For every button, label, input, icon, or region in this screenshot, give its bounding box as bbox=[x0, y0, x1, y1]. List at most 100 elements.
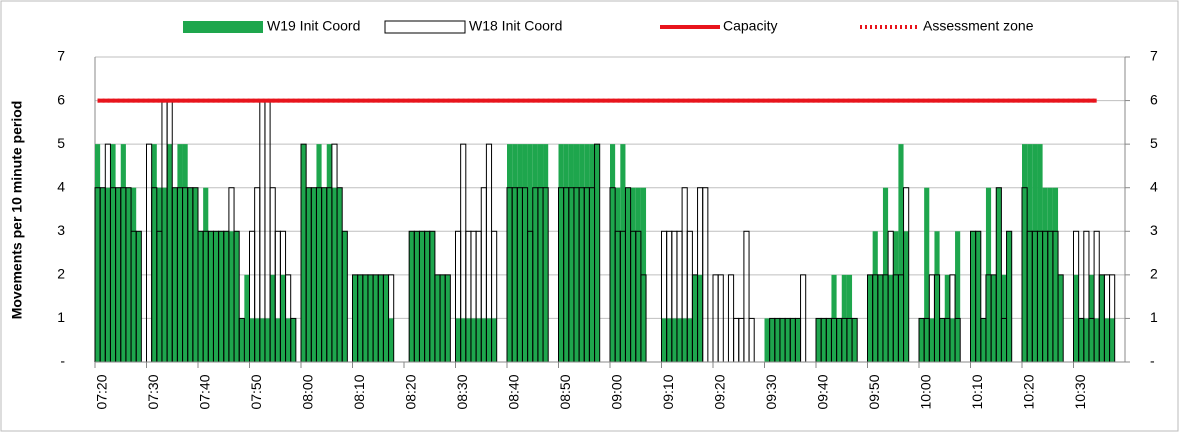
bar bbox=[419, 231, 425, 362]
bar bbox=[1094, 318, 1100, 362]
bar bbox=[280, 274, 286, 362]
bar bbox=[682, 318, 688, 362]
bar bbox=[367, 274, 374, 362]
x-tick-label: 08:30 bbox=[454, 374, 470, 409]
bar bbox=[934, 231, 940, 362]
bar bbox=[620, 144, 626, 362]
bar bbox=[867, 274, 873, 362]
bar bbox=[1006, 231, 1012, 362]
y-tick-label: 4 bbox=[57, 178, 65, 194]
bar bbox=[537, 144, 544, 362]
bar bbox=[177, 144, 183, 362]
bar bbox=[692, 274, 698, 362]
bar bbox=[264, 318, 271, 362]
x-tick-label: 09:50 bbox=[866, 374, 882, 409]
bar bbox=[1052, 187, 1059, 362]
bar bbox=[1104, 318, 1110, 362]
bar bbox=[290, 318, 296, 362]
bar bbox=[779, 318, 786, 362]
bar bbox=[213, 231, 219, 362]
bar bbox=[414, 231, 420, 362]
bar bbox=[460, 318, 466, 362]
bar bbox=[208, 231, 214, 362]
bar bbox=[337, 187, 343, 362]
bar bbox=[919, 318, 925, 362]
bar bbox=[625, 187, 631, 362]
bar bbox=[357, 274, 363, 362]
bar bbox=[321, 187, 327, 362]
bar bbox=[764, 318, 770, 362]
bar bbox=[311, 187, 317, 362]
legend-label: W18 Init Coord bbox=[469, 18, 562, 34]
bar bbox=[1022, 144, 1028, 362]
bar bbox=[517, 144, 523, 362]
bar bbox=[362, 274, 368, 362]
bar bbox=[434, 274, 441, 362]
bar bbox=[445, 274, 451, 362]
bar bbox=[331, 187, 338, 362]
x-tick-label: 10:30 bbox=[1072, 374, 1088, 409]
bar bbox=[594, 144, 600, 362]
legend-swatch bbox=[384, 20, 466, 34]
bar bbox=[203, 187, 209, 362]
bar bbox=[630, 187, 636, 362]
bar bbox=[455, 318, 461, 362]
bar bbox=[1032, 144, 1038, 362]
bar bbox=[125, 187, 132, 362]
bar bbox=[234, 231, 240, 362]
bar bbox=[970, 231, 976, 362]
bar bbox=[924, 187, 930, 362]
bar bbox=[527, 144, 533, 362]
y-tick-label: 5 bbox=[57, 135, 65, 151]
bar bbox=[980, 318, 986, 362]
y2-tick-label: - bbox=[1150, 353, 1155, 369]
y2-tick-label: 4 bbox=[1150, 178, 1158, 194]
bar bbox=[522, 144, 528, 362]
y2-tick-label: 7 bbox=[1150, 48, 1158, 64]
x-tick-label: 08:20 bbox=[403, 374, 419, 409]
bar bbox=[1078, 318, 1084, 362]
bar bbox=[1037, 144, 1043, 362]
bar bbox=[579, 144, 585, 362]
bar bbox=[161, 187, 168, 362]
bar bbox=[573, 144, 580, 362]
bar bbox=[239, 318, 245, 362]
bar bbox=[301, 144, 307, 362]
bar bbox=[785, 318, 791, 362]
bar bbox=[388, 318, 394, 362]
bar bbox=[182, 144, 188, 362]
bar bbox=[687, 318, 693, 362]
bar bbox=[316, 144, 322, 362]
bar bbox=[898, 144, 904, 362]
bar bbox=[877, 274, 883, 362]
bar bbox=[373, 274, 379, 362]
bar bbox=[610, 144, 616, 362]
y-tick-label: 2 bbox=[57, 266, 65, 282]
bar bbox=[486, 318, 492, 362]
x-tick-label: 07:30 bbox=[145, 374, 161, 409]
bar bbox=[254, 318, 260, 362]
bar bbox=[584, 144, 590, 362]
y-tick-label: 3 bbox=[57, 222, 65, 238]
bar bbox=[512, 144, 518, 362]
bar bbox=[1058, 274, 1064, 362]
bar bbox=[352, 274, 358, 362]
bar bbox=[888, 274, 894, 362]
bar bbox=[568, 144, 574, 362]
bar bbox=[440, 274, 446, 362]
bar bbox=[790, 318, 796, 362]
bar bbox=[893, 231, 899, 362]
bar bbox=[589, 144, 595, 362]
legend-label: W19 Init Coord bbox=[267, 18, 360, 34]
bar bbox=[852, 318, 858, 362]
bar bbox=[275, 318, 281, 362]
bar bbox=[223, 231, 229, 362]
bar bbox=[378, 274, 384, 362]
bar bbox=[991, 274, 997, 362]
bar bbox=[481, 318, 487, 362]
bar bbox=[259, 318, 265, 362]
bar bbox=[816, 318, 822, 362]
bar bbox=[470, 318, 477, 362]
bar bbox=[383, 274, 389, 362]
